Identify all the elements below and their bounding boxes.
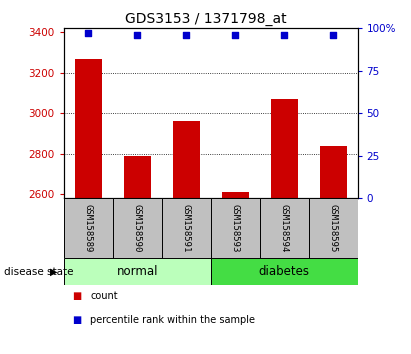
Bar [309, 198, 358, 258]
Text: GSM158595: GSM158595 [328, 204, 337, 252]
Text: GSM158593: GSM158593 [231, 204, 240, 252]
Point [330, 32, 336, 38]
Text: percentile rank within the sample: percentile rank within the sample [90, 315, 255, 325]
Text: GSM158589: GSM158589 [84, 204, 93, 252]
Text: count: count [90, 291, 118, 301]
Bar [64, 258, 210, 285]
Bar [260, 198, 309, 258]
Text: GSM158590: GSM158590 [133, 204, 142, 252]
Text: ■: ■ [72, 291, 81, 301]
Text: GSM158594: GSM158594 [279, 204, 289, 252]
Point [134, 32, 141, 38]
Bar [64, 198, 113, 258]
Bar [222, 192, 249, 198]
Text: normal: normal [116, 265, 158, 278]
Text: ■: ■ [72, 315, 81, 325]
Bar [113, 198, 162, 258]
Bar [211, 258, 358, 285]
Point [232, 32, 238, 38]
Point [281, 32, 287, 38]
Bar [162, 198, 211, 258]
Bar [75, 59, 102, 198]
Text: GDS3153 / 1371798_at: GDS3153 / 1371798_at [125, 12, 286, 27]
Text: ▶: ▶ [50, 267, 57, 277]
Bar [320, 145, 346, 198]
Point [183, 32, 189, 38]
Bar [173, 121, 200, 198]
Bar [124, 156, 151, 198]
Point [85, 30, 92, 36]
Text: GSM158591: GSM158591 [182, 204, 191, 252]
Bar [270, 99, 298, 198]
Bar [211, 198, 260, 258]
Text: disease state: disease state [4, 267, 74, 277]
Text: diabetes: diabetes [259, 265, 309, 278]
